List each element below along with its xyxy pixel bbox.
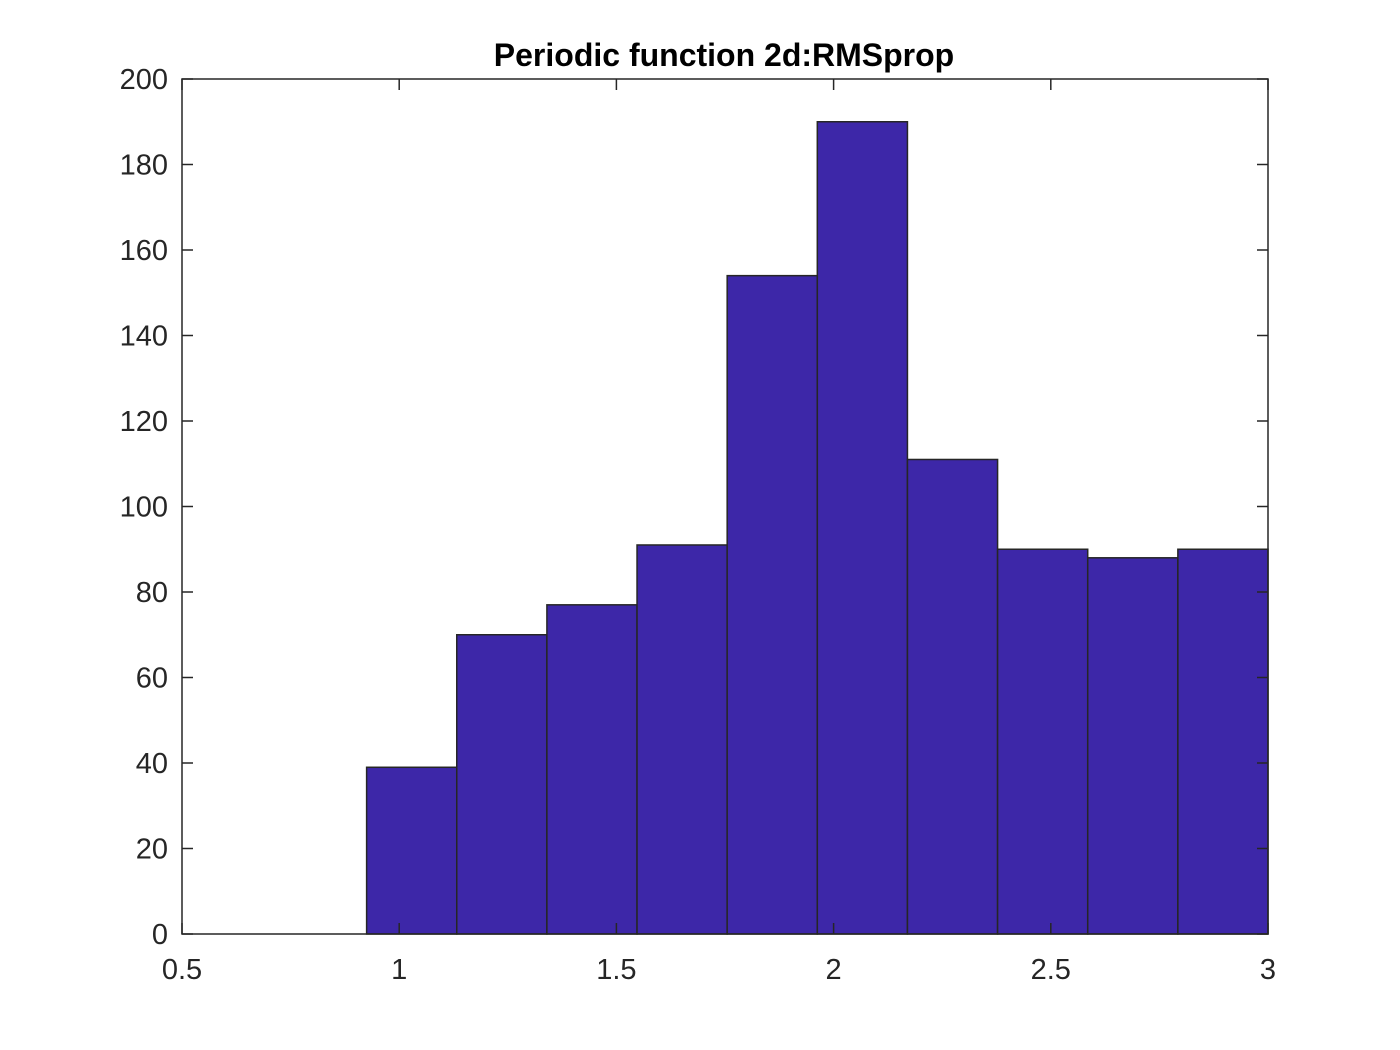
y-tick-label: 40 <box>136 748 168 780</box>
y-tick-label: 120 <box>120 406 168 438</box>
y-tick-label: 180 <box>120 150 168 182</box>
x-tick-label: 1 <box>391 954 407 986</box>
x-tick-label: 2.5 <box>1031 954 1071 986</box>
chart-title: Periodic function 2d:RMSprop <box>494 37 954 73</box>
histogram-bar-2 <box>456 634 548 935</box>
y-tick-label: 60 <box>136 663 168 695</box>
histogram-bar-7 <box>906 458 999 935</box>
x-tick-label: 2 <box>826 954 842 986</box>
histogram-bar-4 <box>636 544 728 935</box>
y-tick-label: 160 <box>120 235 168 267</box>
histogram-bar-9 <box>1086 557 1179 935</box>
y-tick-label: 80 <box>136 577 168 609</box>
ticks-layer: 0.5 1 1.5 2 2.5 3 0 20 40 60 80 100 120 140 160 180 200 <box>120 64 1276 986</box>
histogram-bar-5 <box>726 274 819 935</box>
y-tick-label: 20 <box>136 834 168 866</box>
histogram-bar-10 <box>1177 548 1269 935</box>
x-tick-label: 3 <box>1260 954 1276 986</box>
bars-layer <box>365 121 1269 935</box>
histogram-bar-1 <box>365 766 458 935</box>
x-tick-label: 0.5 <box>162 954 202 986</box>
y-tick-label: 140 <box>120 321 168 353</box>
y-tick-label: 100 <box>120 492 168 524</box>
histogram-bar-8 <box>996 548 1089 935</box>
x-tick-label: 1.5 <box>596 954 636 986</box>
y-tick-label: 200 <box>120 64 168 96</box>
histogram-bar-6 <box>816 121 909 935</box>
histogram-bar-3 <box>546 604 638 935</box>
y-tick-label: 0 <box>152 919 168 951</box>
